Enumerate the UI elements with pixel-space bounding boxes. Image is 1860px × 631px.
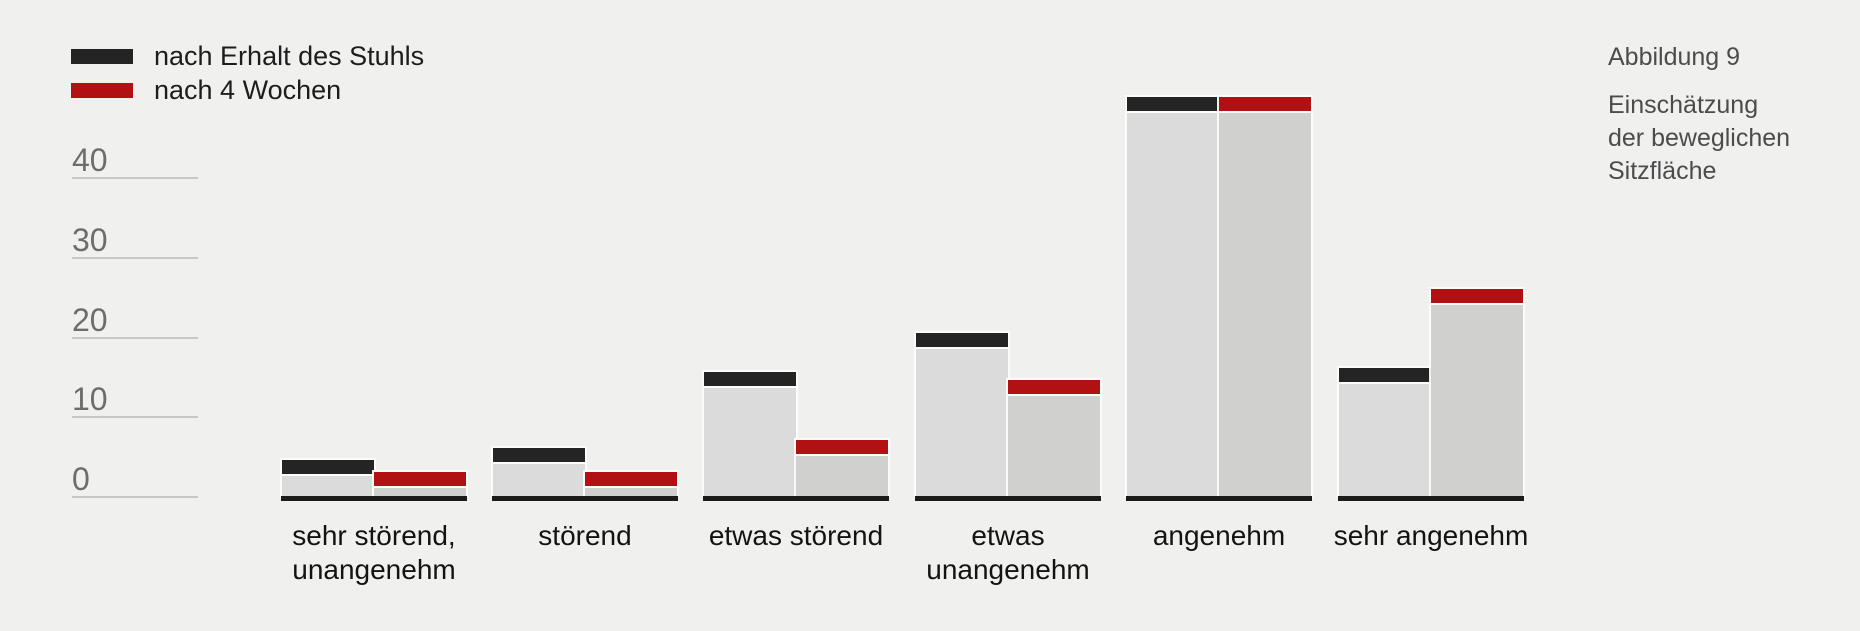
bar-cap bbox=[282, 460, 374, 476]
category-label-line: angenehm bbox=[1152, 520, 1286, 551]
bar-body bbox=[493, 464, 585, 496]
bar-cap bbox=[1219, 97, 1311, 113]
bar-body bbox=[585, 488, 677, 496]
bar-received bbox=[916, 333, 1008, 496]
bar-group: sehr störend, unangenehm bbox=[281, 0, 467, 631]
category-label-line: etwas bbox=[971, 520, 1045, 551]
bar-after4weeks bbox=[585, 472, 677, 496]
bar-body bbox=[916, 349, 1008, 496]
bar-cap bbox=[493, 448, 585, 464]
y-tick-label: 30 bbox=[72, 222, 108, 258]
bar-received bbox=[493, 448, 585, 496]
caption-line: Sitzfläche bbox=[1608, 157, 1717, 185]
group-baseline bbox=[281, 496, 467, 501]
category-label-line: etwas störend bbox=[708, 520, 884, 551]
legend-item-after4weeks: nach 4 Wochen bbox=[71, 73, 424, 107]
y-tick-label: 0 bbox=[72, 461, 90, 497]
category-label: sehr störend, unangenehm bbox=[74, 519, 674, 587]
group-baseline bbox=[1126, 496, 1312, 501]
bar-body bbox=[374, 488, 466, 496]
bar-cap bbox=[704, 372, 796, 388]
group-baseline bbox=[1338, 496, 1524, 501]
category-label: sehr angenehm bbox=[1131, 519, 1731, 553]
bar-cap bbox=[585, 472, 677, 488]
category-label: störend bbox=[285, 519, 885, 553]
y-gridline bbox=[72, 416, 198, 418]
bar-cap bbox=[374, 472, 466, 488]
bar-cap bbox=[796, 440, 888, 456]
category-label: etwas störend bbox=[496, 519, 1096, 553]
category-label-line: störend bbox=[538, 520, 632, 551]
bar-after4weeks bbox=[1008, 380, 1100, 496]
bar-received bbox=[1127, 97, 1219, 496]
bar-group: störend bbox=[492, 0, 678, 631]
bar-group: angenehm bbox=[1126, 0, 1312, 631]
bar-body bbox=[1431, 305, 1523, 496]
y-gridline bbox=[72, 177, 198, 179]
bar-group: etwas störend bbox=[703, 0, 889, 631]
figure-caption: Abbildung 9 Einschätzung der beweglichen… bbox=[1608, 42, 1790, 188]
y-gridline bbox=[72, 337, 198, 339]
bar-group: etwas unangenehm bbox=[915, 0, 1101, 631]
bar-body bbox=[704, 388, 796, 496]
bar-cap bbox=[1008, 380, 1100, 396]
bar-after4weeks bbox=[1219, 97, 1311, 496]
legend: nach Erhalt des Stuhls nach 4 Wochen bbox=[71, 39, 424, 107]
bar-body bbox=[796, 456, 888, 496]
bar-received bbox=[1339, 368, 1431, 496]
bar-cap bbox=[1127, 97, 1219, 113]
group-baseline bbox=[915, 496, 1101, 501]
bar-cap bbox=[1339, 368, 1431, 384]
y-gridline bbox=[72, 496, 198, 498]
caption-title: Abbildung 9 bbox=[1608, 43, 1741, 71]
group-baseline bbox=[703, 496, 889, 501]
category-label: angenehm bbox=[919, 519, 1519, 553]
y-tick-label: 40 bbox=[72, 142, 108, 178]
bar-body bbox=[1008, 396, 1100, 496]
legend-item-received: nach Erhalt des Stuhls bbox=[71, 39, 424, 73]
category-label-line: unangenehm bbox=[292, 554, 456, 585]
bar-cap bbox=[1431, 289, 1523, 305]
category-label-line: unangenehm bbox=[926, 554, 1090, 585]
legend-label-after4weeks: nach 4 Wochen bbox=[154, 74, 342, 105]
bar-after4weeks bbox=[796, 440, 888, 496]
group-baseline bbox=[492, 496, 678, 501]
bar-group: sehr angenehm bbox=[1334, 0, 1528, 631]
bar-body bbox=[282, 476, 374, 496]
caption-line: der beweglichen bbox=[1608, 124, 1791, 152]
y-tick-label: 20 bbox=[72, 302, 108, 338]
y-tick-label: 10 bbox=[72, 381, 108, 417]
bar-body bbox=[1339, 384, 1431, 496]
caption-line: Einschätzung bbox=[1608, 91, 1759, 119]
legend-label-received: nach Erhalt des Stuhls bbox=[154, 40, 425, 71]
legend-swatch-black bbox=[71, 48, 133, 64]
bar-received bbox=[282, 460, 374, 496]
bar-body bbox=[1219, 113, 1311, 496]
category-label-line: sehr angenehm bbox=[1333, 520, 1529, 551]
bar-received bbox=[704, 372, 796, 496]
bar-after4weeks bbox=[374, 472, 466, 496]
y-gridline bbox=[72, 257, 198, 259]
bar-after4weeks bbox=[1431, 289, 1523, 496]
category-label: etwas unangenehm bbox=[708, 519, 1308, 587]
bar-body bbox=[1127, 113, 1219, 496]
legend-swatch-red bbox=[71, 82, 133, 98]
category-label-line: sehr störend, bbox=[292, 520, 456, 551]
bar-cap bbox=[916, 333, 1008, 349]
